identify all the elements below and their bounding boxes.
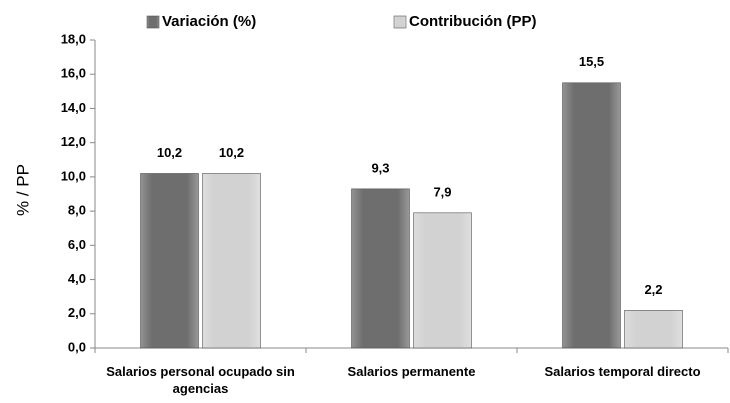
value-label: 2,2 <box>644 282 662 297</box>
value-label: 10,2 <box>219 145 244 160</box>
x-tick-label: Salarios temporal directo <box>544 364 701 379</box>
bar <box>140 173 199 349</box>
y-axis-title: % / PP <box>13 164 32 216</box>
value-label: 9,3 <box>371 160 389 175</box>
legend-label: Contribución (PP) <box>409 13 537 30</box>
bar <box>351 188 410 349</box>
y-tick-label: 0,0 <box>68 339 86 354</box>
bar <box>413 212 472 349</box>
bar <box>624 310 683 349</box>
y-tick-label: 16,0 <box>61 66 86 81</box>
legend-swatch <box>146 15 160 29</box>
y-tick-label: 10,0 <box>61 168 86 183</box>
y-tick-label: 18,0 <box>61 31 86 46</box>
value-label: 7,9 <box>433 184 451 199</box>
y-tick-label: 6,0 <box>68 237 86 252</box>
y-tick-label: 12,0 <box>61 134 86 149</box>
y-tick-label: 8,0 <box>68 203 86 218</box>
bar <box>202 173 261 349</box>
value-label: 10,2 <box>157 145 182 160</box>
y-tick-label: 14,0 <box>61 100 86 115</box>
legend-label: Variación (%) <box>162 13 256 30</box>
x-tick-label: Salarios permanente <box>347 364 476 379</box>
bar <box>562 82 621 349</box>
value-label: 15,5 <box>579 54 604 69</box>
y-tick-label: 2,0 <box>68 305 86 320</box>
y-tick-label: 4,0 <box>68 271 86 286</box>
legend-swatch <box>393 15 407 29</box>
x-tick-label: Salarios personal ocupado sin agencias <box>106 364 295 396</box>
